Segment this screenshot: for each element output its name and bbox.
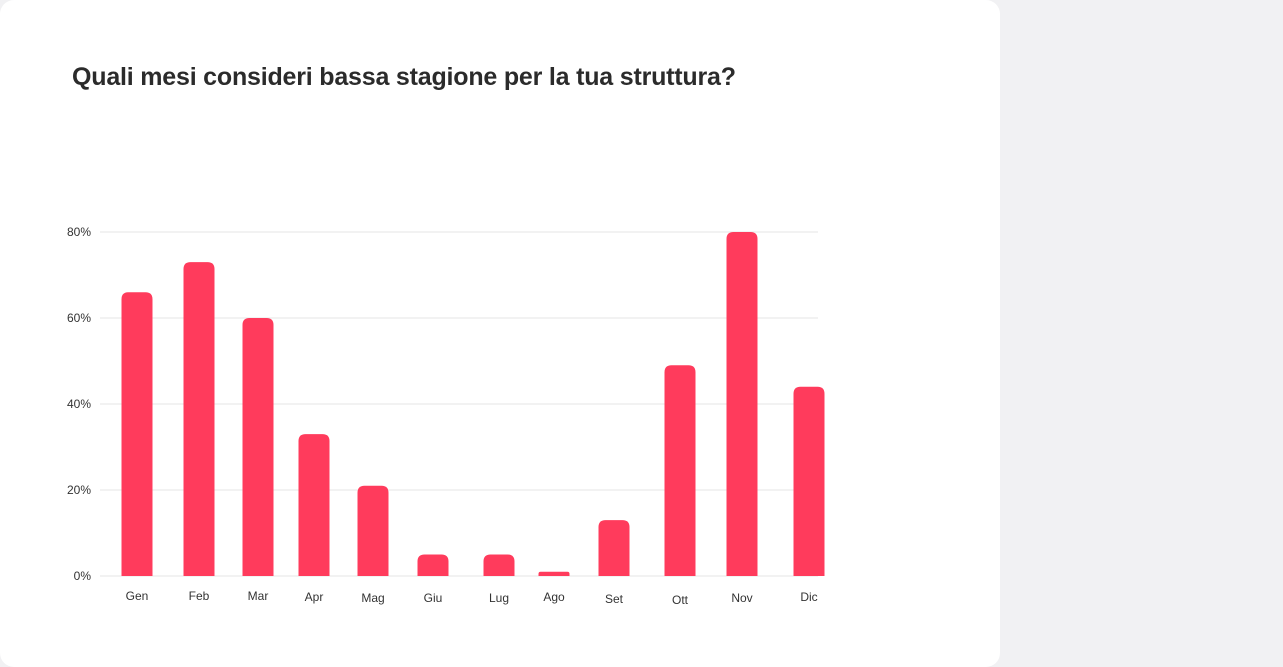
- bar-apr: [298, 434, 330, 576]
- x-tick-label: Nov: [731, 591, 752, 605]
- bar-nov: [726, 232, 758, 576]
- bars: [121, 232, 825, 576]
- y-tick-label: 20%: [67, 483, 91, 497]
- bar-mag: [357, 485, 389, 576]
- y-tick-label: 60%: [67, 311, 91, 325]
- x-tick-label: Mar: [248, 589, 269, 603]
- y-axis-ticks: 0% 20% 40% 60% 80%: [67, 225, 91, 583]
- bar-lug: [483, 554, 515, 576]
- bar-giu: [417, 554, 449, 576]
- x-tick-label: Feb: [189, 589, 210, 603]
- x-axis-ticks: Gen Feb Mar Apr Mag Giu Lug Ago Set Ott Nov Dic: [126, 589, 818, 607]
- x-tick-label: Apr: [305, 590, 324, 604]
- bar-dic: [793, 386, 825, 576]
- x-tick-label: Set: [605, 592, 624, 606]
- bar-feb: [183, 262, 215, 576]
- x-tick-label: Lug: [489, 591, 509, 605]
- y-tick-label: 40%: [67, 397, 91, 411]
- x-tick-label: Giu: [424, 591, 443, 605]
- x-tick-label: Gen: [126, 589, 149, 603]
- x-tick-label: Ago: [543, 590, 565, 604]
- bar-mar: [242, 318, 274, 576]
- bar-ago: [538, 571, 570, 576]
- bar-chart: 0% 20% 40% 60% 80% Gen Feb Mar Apr Mag Giu Lug Ago S…: [67, 225, 825, 607]
- bar-ott: [664, 365, 696, 576]
- chart-title: Quali mesi consideri bassa stagione per …: [72, 63, 736, 91]
- grid-lines: [100, 231, 818, 577]
- x-tick-label: Mag: [361, 591, 384, 605]
- bar-set: [598, 520, 630, 576]
- x-tick-label: Ott: [672, 593, 689, 607]
- bar-gen: [121, 292, 153, 576]
- y-tick-label: 80%: [67, 225, 91, 239]
- x-tick-label: Dic: [800, 590, 817, 604]
- y-tick-label: 0%: [74, 569, 92, 583]
